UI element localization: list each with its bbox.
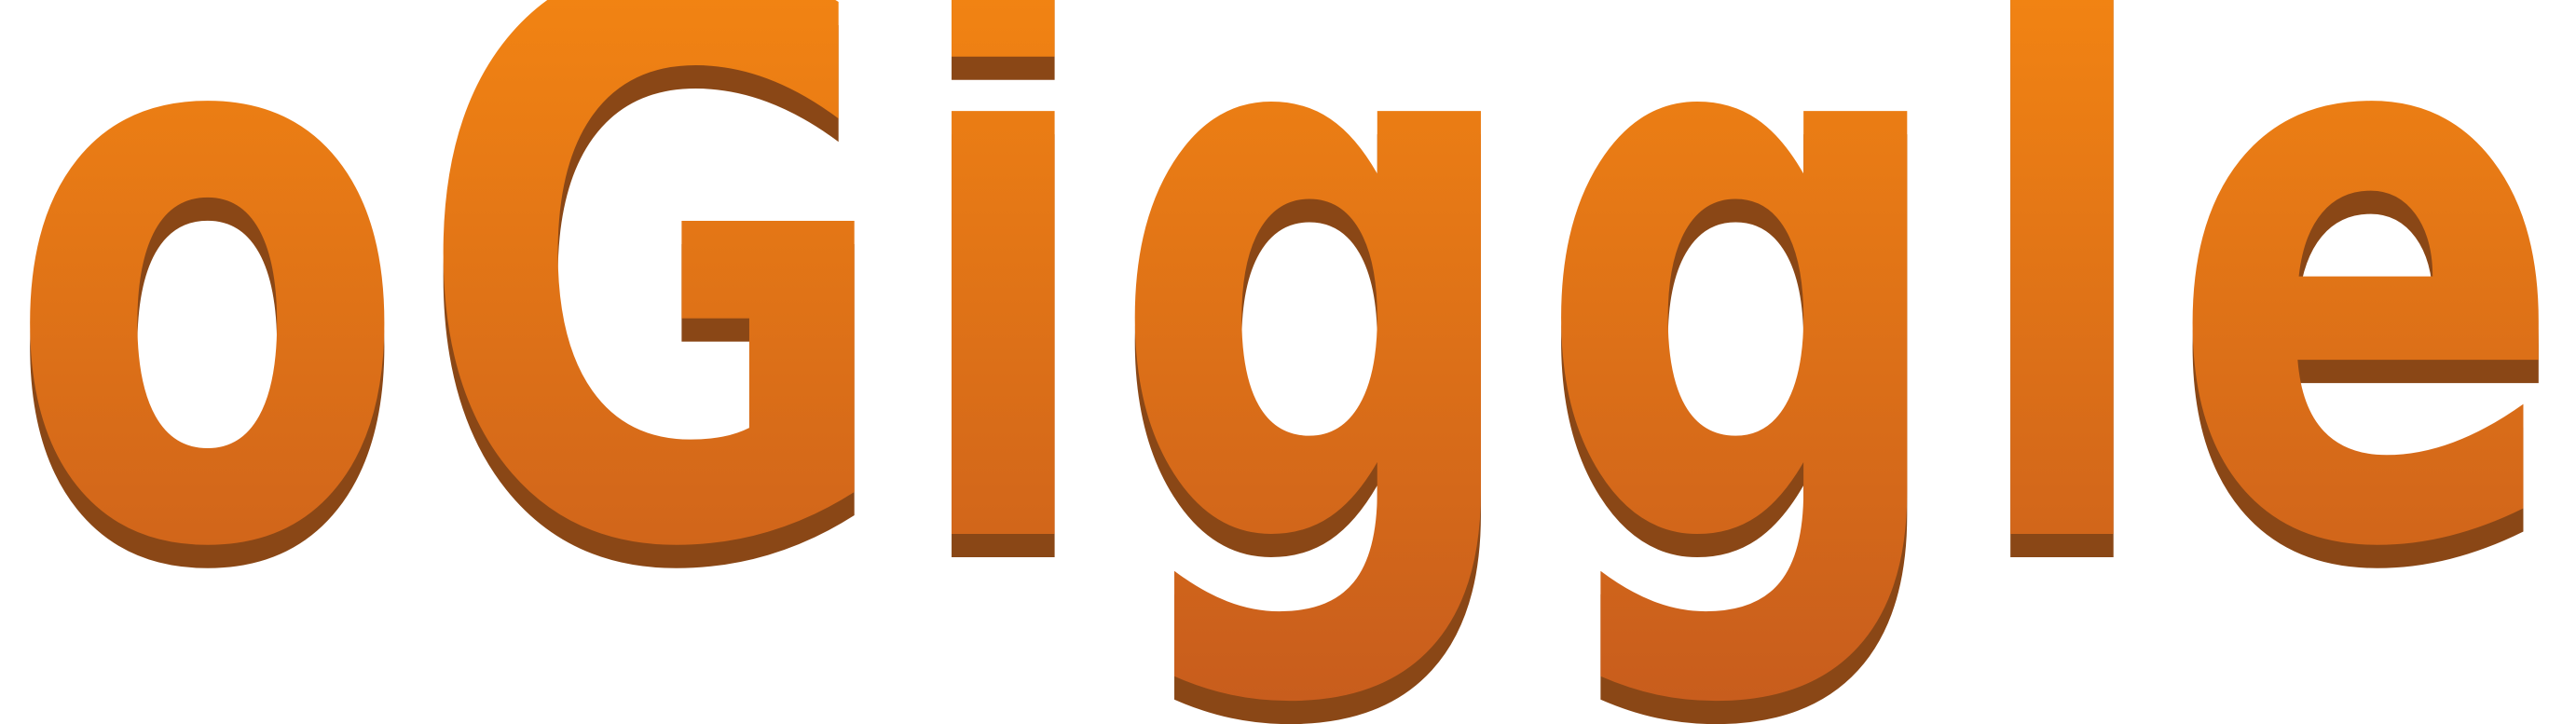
logo-shadow-text: oGiggle <box>5 0 2571 724</box>
logo-text: oGiggle <box>5 0 2571 717</box>
